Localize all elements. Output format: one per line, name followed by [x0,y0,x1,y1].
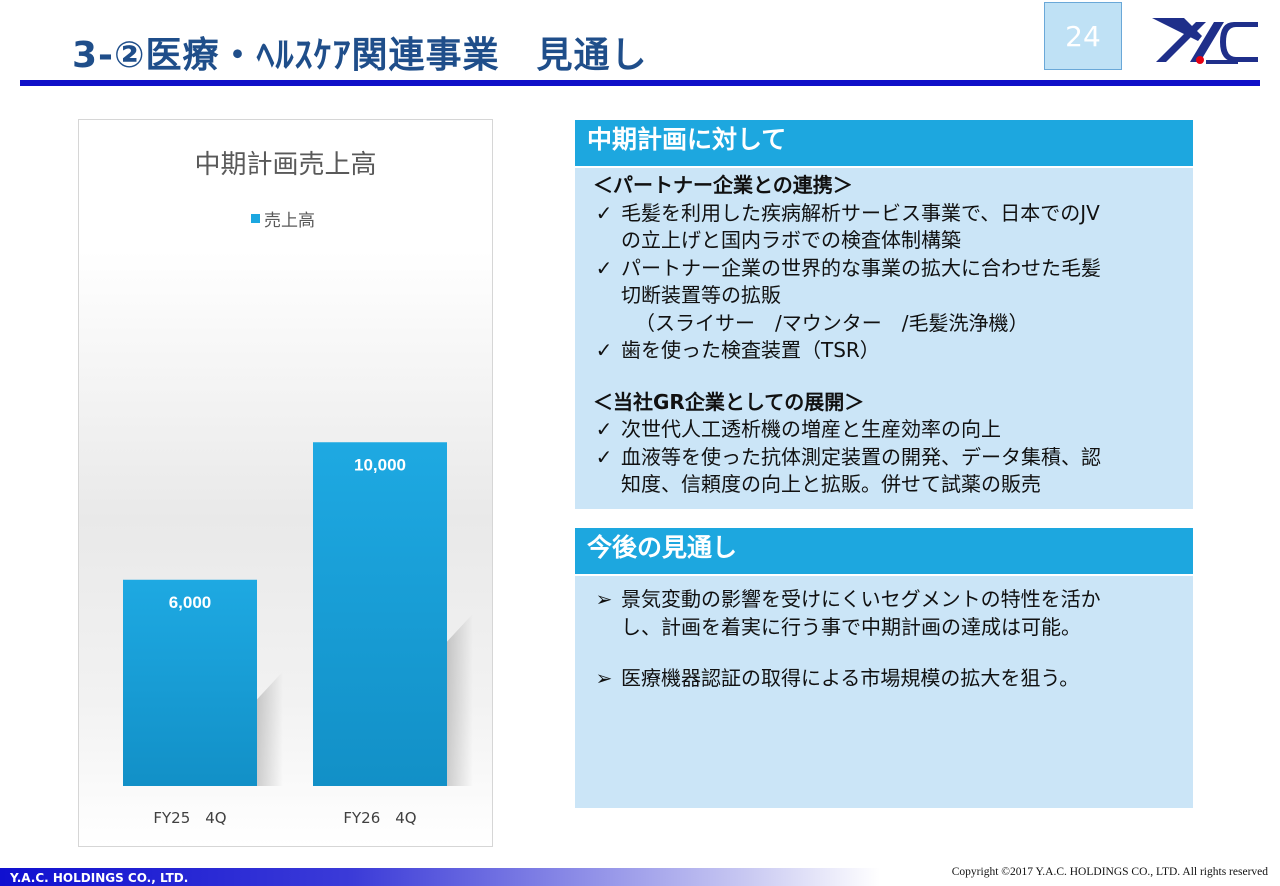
item-text: 血液等を使った抗体測定装置の開発、データ集積、認 知度、信頼度の向上と拡販。併せて… [621,444,1179,499]
title-rule [20,80,1260,86]
bar-shadow [447,613,473,786]
list-item: ✓ 次世代人工透析機の増産と生産効率の向上 [587,416,1179,444]
bar-shadow [257,671,283,786]
yac-logo-icon [1152,18,1258,64]
item-text: 次世代人工透析機の増産と生産効率の向上 [621,416,1179,444]
outlook-section-header: 今後の見通し [575,528,1193,574]
outlook-section-body: ➢ 景気変動の影響を受けにくいセグメントの特性を活か し、計画を着実に行う事で中期計… [575,576,1193,808]
legend-swatch [251,214,260,223]
data-label-0: 6,000 [169,593,212,612]
item-line: 知度、信頼度の向上と拡販。併せて試薬の販売 [621,472,1041,496]
group-heading: ＜パートナー企業との連携＞ [593,173,853,197]
bullet-mark: ✓ [595,200,613,225]
spacer [587,365,1179,389]
item-line: （スライサー /マウンター /毛髪洗浄機） [635,310,1029,335]
plan-section-body: ＜パートナー企業との連携＞ ✓ 毛髪を利用した疾病解析サービス事業で、日本でのJV の… [575,168,1193,509]
bullet-mark: ✓ [595,255,613,280]
item-line: 毛髪を利用した疾病解析サービス事業で、日本でのJV [621,200,1100,225]
list-item: ➢ 医療機器認証の取得による市場規模の拡大を狙う。 [587,665,1179,693]
item-line: 切断装置等の拡販 [621,283,781,307]
sales-chart: 中期計画売上高 売上高 6,000 FY25 4Q 10,000 FY26 4Q [78,119,493,847]
footer-company: Y.A.C. HOLDINGS CO., LTD. [10,871,189,885]
chart-title: 中期計画売上高 [194,150,377,180]
footer-copyright: Copyright ©2017 Y.A.C. HOLDINGS CO., LTD… [951,866,1268,878]
item-text: 景気変動の影響を受けにくいセグメントの特性を活か し、計画を着実に行う事で中期計画… [621,586,1179,641]
chart-plot: 6,000 FY25 4Q 10,000 FY26 4Q [123,442,473,827]
chart-legend: 売上高 [251,206,315,231]
bullet-mark: ✓ [595,417,613,441]
item-line: の立上げと国内ラボでの検査体制構築 [621,228,961,252]
item-text: 歯を使った検査装置（TSR） [621,337,1179,365]
list-item: ➢ 景気変動の影響を受けにくいセグメントの特性を活か し、計画を着実に行う事で中期計… [587,586,1179,641]
bullet-mark: ➢ [595,587,613,611]
list-item: ✓ パートナー企業の世界的な事業の拡大に合わせた毛髪 切断装置等の拡販 （スライサー … [587,255,1179,338]
item-line: 歯を使った検査装置（TSR） [621,338,880,362]
bullet-mark: ➢ [595,666,613,690]
data-label-1: 10,000 [354,455,406,474]
item-text: 医療機器認証の取得による市場規模の拡大を狙う。 [621,665,1179,693]
item-line: 次世代人工透析機の増産と生産効率の向上 [621,417,1001,441]
item-text: 毛髪を利用した疾病解析サービス事業で、日本でのJV の立上げと国内ラボでの検査体制… [621,200,1179,255]
slide-title: 3-②医療・ﾍﾙｽｹｱ関連事業 見通し [72,35,648,76]
legend-label: 売上高 [264,211,315,231]
item-line: パートナー企業の世界的な事業の拡大に合わせた毛髪 [621,255,1101,280]
list-item: ✓ 毛髪を利用した疾病解析サービス事業で、日本でのJV の立上げと国内ラボでの検査体… [587,200,1179,255]
bullet-mark: ✓ [595,338,613,362]
bar-0 [123,579,257,786]
bar-1 [313,442,447,786]
bullet-mark: ✓ [595,444,613,469]
item-line: 血液等を使った抗体測定装置の開発、データ集積、認 [621,444,1101,469]
plan-section-header: 中期計画に対して [575,120,1193,166]
footer-bar [0,868,880,886]
item-line: し、計画を着実に行う事で中期計画の達成は可能。 [621,614,1081,639]
group-heading: ＜当社GR企業としての展開＞ [593,389,865,414]
category-label-1: FY26 4Q [343,809,416,827]
spacer [587,641,1179,665]
item-line: 医療機器認証の取得による市場規模の拡大を狙う。 [621,666,1080,690]
page-number: 24 [1044,2,1122,70]
list-item: ✓ 血液等を使った抗体測定装置の開発、データ集積、認 知度、信頼度の向上と拡販。併せ… [587,444,1179,499]
list-item: ✓ 歯を使った検査装置（TSR） [587,337,1179,365]
item-line: 景気変動の影響を受けにくいセグメントの特性を活か [621,587,1101,611]
item-text: パートナー企業の世界的な事業の拡大に合わせた毛髪 切断装置等の拡販 （スライサー /… [621,255,1179,338]
category-label-0: FY25 4Q [153,809,226,827]
